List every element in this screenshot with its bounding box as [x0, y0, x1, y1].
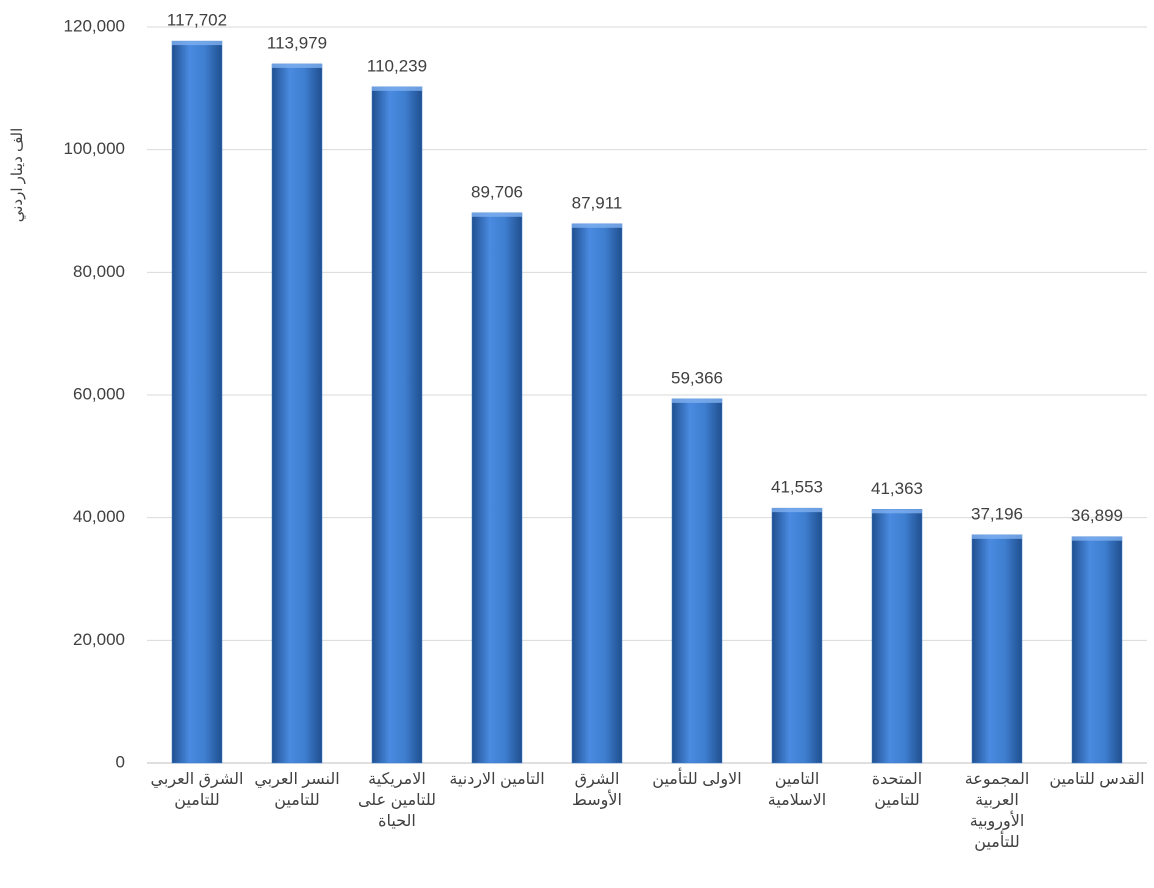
- x-tick-label: النسر العربي للتامين: [254, 771, 340, 809]
- bar-highlight: [1072, 536, 1122, 541]
- bar-highlight: [272, 63, 322, 68]
- x-tick-label: الامريكية للتامين على الحياة: [357, 771, 437, 830]
- bar: [371, 86, 423, 764]
- bar-highlight: [572, 223, 622, 228]
- bar: [171, 40, 223, 764]
- y-axis-label: الف دينار اردني: [9, 128, 27, 223]
- bar: [971, 534, 1023, 764]
- value-label: 117,702: [167, 11, 227, 30]
- bar-highlight: [772, 508, 822, 513]
- bar-highlight: [172, 41, 222, 46]
- y-tick-label: 80,000: [73, 262, 125, 281]
- x-tick-label: التامين الاسلامية: [767, 771, 827, 809]
- value-label: 37,196: [971, 504, 1023, 523]
- x-tick-label: المجموعة العربية الأوروبية للتأمين: [964, 771, 1030, 851]
- bar: [1071, 536, 1123, 764]
- x-tick-label: المتحدة للتامين: [871, 771, 923, 809]
- y-tick-label: 120,000: [64, 16, 125, 35]
- y-tick-label: 20,000: [73, 630, 125, 649]
- bar: [671, 398, 723, 764]
- x-tick-label: الشرق الأوسط: [572, 771, 622, 809]
- value-label: 89,706: [471, 182, 523, 201]
- bar: [271, 63, 323, 764]
- value-label: 41,363: [871, 479, 923, 498]
- value-label: 59,366: [671, 368, 723, 387]
- y-tick-label: 60,000: [73, 384, 125, 403]
- bar: [571, 223, 623, 764]
- bar: [771, 507, 823, 764]
- x-tick-label: الشرق العربي للتامين: [150, 771, 244, 809]
- x-tick-label: القدس للتامين: [1049, 771, 1145, 788]
- bar-highlight: [672, 398, 722, 403]
- value-label: 113,979: [267, 33, 327, 52]
- value-label: 110,239: [367, 56, 427, 75]
- bar-highlight: [972, 534, 1022, 539]
- bar: [471, 212, 523, 764]
- value-label: 36,899: [1071, 506, 1123, 525]
- bar-highlight: [472, 212, 522, 217]
- bar-highlight: [872, 509, 922, 514]
- y-tick-label: 0: [116, 752, 125, 771]
- bar-highlight: [372, 86, 422, 91]
- x-tick-label: الاولى للتأمين: [652, 771, 742, 788]
- y-tick-label: 40,000: [73, 507, 125, 526]
- bar: [871, 509, 923, 764]
- x-tick-label: التامين الاردنية: [449, 771, 545, 788]
- value-label: 41,553: [771, 478, 823, 497]
- value-label: 87,911: [572, 193, 623, 212]
- y-tick-label: 100,000: [64, 139, 125, 158]
